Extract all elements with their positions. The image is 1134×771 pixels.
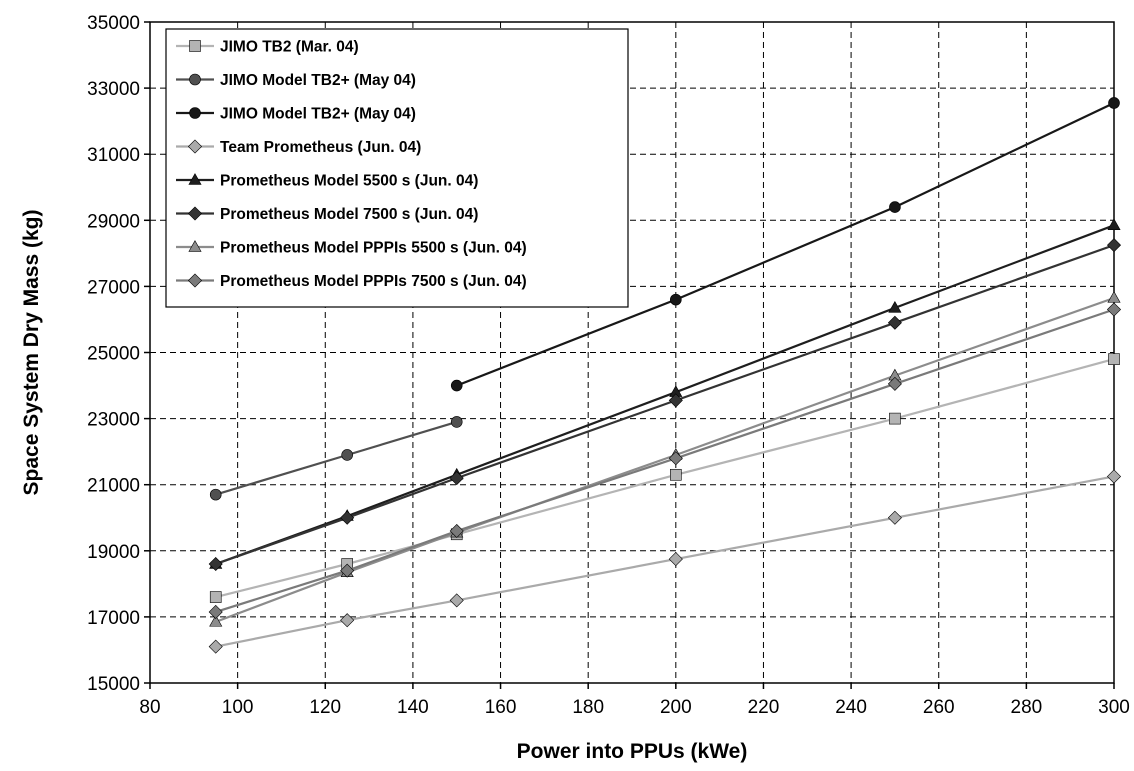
series-5 [208, 238, 1122, 572]
x-tick-label: 240 [835, 697, 867, 718]
x-tick-label: 180 [572, 697, 604, 718]
series-2 [450, 97, 1120, 392]
legend-label: Prometheus Model 5500 s (Jun. 04) [220, 173, 478, 190]
data-point-diamond [1106, 469, 1122, 484]
data-point-circle [189, 73, 201, 86]
data-point-triangle [1107, 218, 1121, 230]
legend-label: Prometheus Model PPPIs 7500 s (Jun. 04) [220, 273, 527, 290]
legend-item: Prometheus Model 7500 s (Jun. 04) [176, 206, 478, 223]
legend-item: Team Prometheus (Jun. 04) [176, 139, 421, 156]
data-point-diamond [449, 523, 464, 538]
legend-label: JIMO TB2 (Mar. 04) [220, 39, 359, 56]
data-point-triangle [888, 300, 902, 313]
data-point-diamond [1106, 302, 1122, 317]
data-point-triangle [188, 240, 202, 252]
data-point-triangle [188, 173, 202, 185]
series-line [215, 308, 1115, 613]
data-point-diamond [668, 451, 683, 466]
series-group [208, 97, 1122, 654]
series-3 [208, 469, 1122, 654]
y-tick-label: 33000 [87, 79, 140, 100]
x-tick-label: 140 [397, 697, 429, 718]
data-point-triangle [209, 614, 223, 627]
data-point-diamond [449, 471, 464, 486]
data-point-diamond [887, 510, 902, 525]
y-tick-label: 25000 [87, 344, 140, 365]
data-point-circle [450, 379, 463, 392]
data-point-circle [189, 107, 201, 119]
y-tick-label: 21000 [87, 476, 140, 497]
data-point-circle [670, 293, 682, 306]
legend-item: Prometheus Model PPPIs 7500 s (Jun. 04) [176, 273, 527, 290]
legend: JIMO TB2 (Mar. 04) JIMO Model TB2+ (May 0… [165, 28, 629, 308]
data-point-diamond [887, 315, 902, 330]
legend-box [165, 28, 629, 308]
data-point-diamond [449, 593, 464, 608]
legend-item: Prometheus Model PPPIs 5500 s (Jun. 04) [176, 240, 527, 257]
y-tick-label: 23000 [87, 410, 140, 431]
data-point-diamond [187, 206, 203, 221]
data-point-square [1108, 353, 1120, 365]
data-point-diamond [887, 376, 902, 391]
y-tick-label: 29000 [87, 211, 140, 232]
series-line [215, 224, 1115, 566]
data-point-diamond [208, 639, 223, 654]
x-tick-label: 260 [923, 697, 955, 718]
x-tick-label: 80 [139, 697, 160, 718]
series-line [215, 358, 1115, 599]
data-point-diamond [208, 556, 223, 572]
y-tick-label: 31000 [87, 145, 140, 166]
legend-item: JIMO Model TB2+ (May 04) [176, 106, 416, 123]
y-tick-label: 17000 [87, 608, 140, 629]
legend-label: Prometheus Model PPPIs 5500 s (Jun. 04) [220, 240, 527, 257]
series-line [456, 102, 1115, 387]
x-tick-label: 100 [222, 697, 254, 718]
series-1 [209, 416, 463, 501]
data-point-diamond [1106, 238, 1122, 253]
data-point-circle [341, 449, 353, 461]
data-point-circle [209, 488, 222, 501]
y-axis-title: Space System Dry Mass (kg) [20, 210, 43, 496]
legend-item: JIMO TB2 (Mar. 04) [176, 39, 359, 56]
series-line [215, 244, 1115, 566]
data-point-diamond [340, 510, 355, 525]
y-tick-label: 15000 [87, 674, 140, 695]
data-point-triangle [1107, 291, 1121, 303]
series-7 [208, 302, 1122, 619]
y-tick-label: 27000 [87, 277, 140, 298]
x-tick-label: 160 [485, 697, 517, 718]
data-point-circle [450, 416, 463, 428]
x-tick-label: 300 [1098, 697, 1130, 718]
y-tick-label: 19000 [87, 542, 140, 563]
data-point-diamond [668, 393, 683, 408]
data-point-diamond [340, 563, 355, 578]
series-line [215, 475, 1115, 648]
data-point-circle [889, 201, 901, 213]
data-point-diamond [668, 552, 683, 567]
legend-item: Prometheus Model 5500 s (Jun. 04) [176, 173, 478, 190]
x-tick-label: 120 [309, 697, 341, 718]
y-tick-label: 35000 [87, 13, 140, 34]
data-point-square [670, 468, 682, 481]
legend-label: Team Prometheus (Jun. 04) [220, 139, 421, 156]
data-point-circle [1108, 97, 1120, 109]
data-point-square [189, 40, 201, 52]
legend-label: JIMO Model TB2+ (May 04) [220, 72, 416, 89]
x-tick-label: 220 [748, 697, 780, 718]
data-point-diamond [340, 613, 355, 628]
tick-labels: 80 100 120 140 160 180 200 220 240 260 280 300 15000… [87, 13, 1130, 718]
x-axis-title: Power into PPUs (kWe) [517, 740, 748, 763]
data-point-square [209, 591, 222, 603]
x-tick-label: 280 [1011, 697, 1043, 718]
legend-label: JIMO Model TB2+ (May 04) [220, 106, 416, 123]
legend-item: JIMO Model TB2+ (May 04) [176, 72, 416, 89]
data-point-diamond [187, 273, 203, 288]
legend-label: Prometheus Model 7500 s (Jun. 04) [220, 206, 478, 223]
data-point-diamond [208, 604, 223, 619]
data-point-diamond [187, 139, 203, 154]
x-tick-label: 200 [660, 697, 692, 718]
data-point-square [889, 412, 901, 425]
